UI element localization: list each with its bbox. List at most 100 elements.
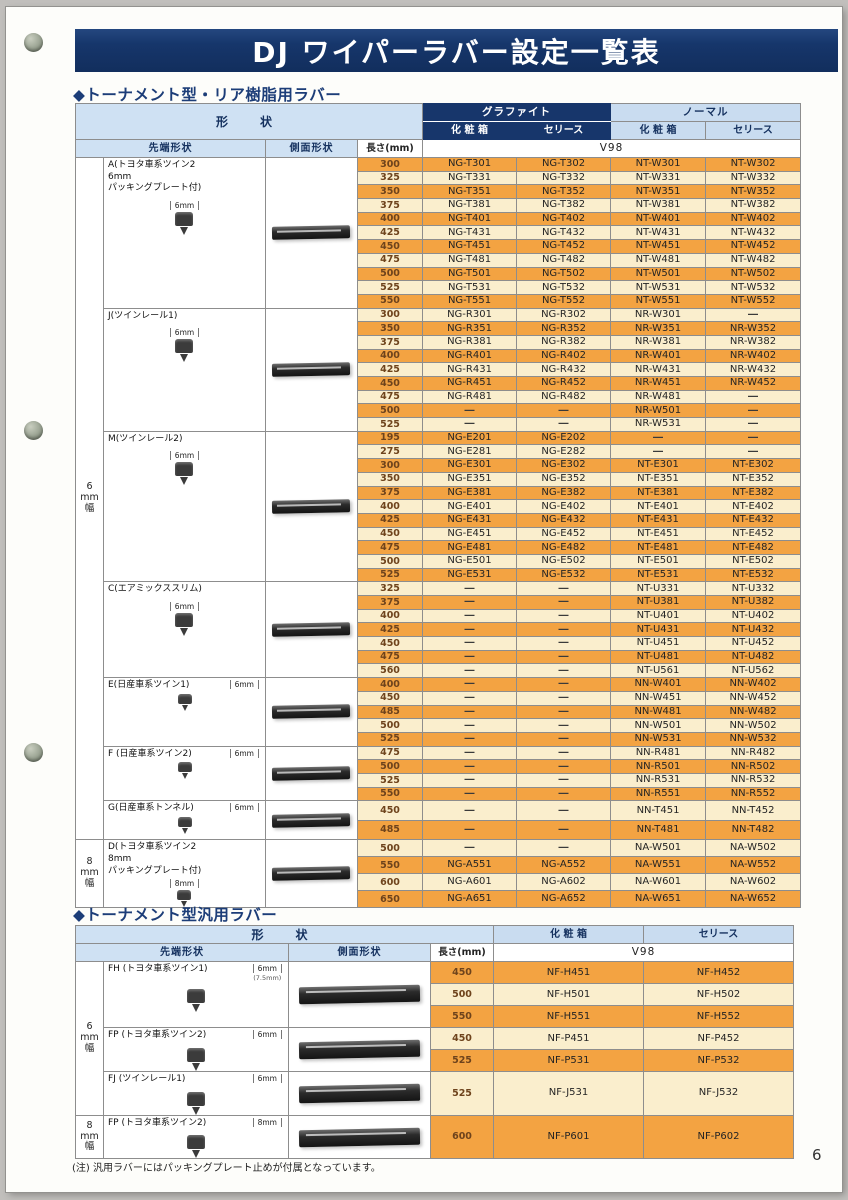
length-cell: 400 xyxy=(356,608,424,624)
part-number-cell: NA-W651 xyxy=(610,890,707,909)
part-number-cell: NG-R351 xyxy=(422,321,518,336)
part-number-cell: NA-W552 xyxy=(705,856,802,875)
part-number-cell: ― xyxy=(422,839,518,858)
length-cell: 525 xyxy=(356,280,424,295)
side-profile-photo xyxy=(298,1127,421,1147)
part-number-cell: NG-T551 xyxy=(422,293,518,309)
part-number-cell: ― xyxy=(705,403,802,419)
length-cell: 195 xyxy=(356,430,424,446)
part-number-cell: ― xyxy=(422,663,518,679)
side-shape-cell xyxy=(265,157,358,309)
table-row: G(日産車系トンネル) 6mm 450 ― ― NN-T451 NN-T452 xyxy=(76,800,802,841)
part-number-cell: NT-W481 xyxy=(610,252,707,268)
part-number-cell: ― xyxy=(516,403,612,419)
part-number-cell: NT-E381 xyxy=(610,485,707,501)
header-graphite: グラファイト xyxy=(422,103,612,122)
length-cell: 425 xyxy=(356,512,424,528)
part-number-cell: NT-U401 xyxy=(610,608,707,624)
part-number-cell: NG-E481 xyxy=(422,540,518,555)
part-number-cell: NT-E301 xyxy=(610,458,707,473)
length-cell: 560 xyxy=(356,663,424,679)
length-cell: 450 xyxy=(356,376,424,391)
tip-shape-cell: FH (トヨタ車系ツイン1) 6mm (7.5mm) xyxy=(103,961,289,1028)
part-number-cell: NT-U482 xyxy=(705,649,802,665)
part-number-cell: NF-H452 xyxy=(643,961,795,984)
length-cell: 525 xyxy=(429,1049,495,1072)
tip-shape-cell: E(日産車系ツイン1) 6mm xyxy=(103,677,266,747)
part-number-cell: NT-W452 xyxy=(705,239,802,254)
side-profile-photo xyxy=(272,225,351,241)
part-number-cell: ― xyxy=(516,595,612,610)
part-number-cell: NR-W402 xyxy=(705,348,802,364)
side-profile-photo xyxy=(298,1083,421,1104)
dimension-label: 6mm xyxy=(229,803,259,814)
part-number-cell: NG-R381 xyxy=(422,334,518,350)
part-number-cell: NG-A652 xyxy=(516,890,612,909)
part-number-cell: NT-U561 xyxy=(610,663,707,679)
part-number-cell: NG-A551 xyxy=(422,856,518,875)
rubber-block-glyph xyxy=(175,613,194,627)
length-cell: 350 xyxy=(356,471,424,487)
part-number-cell: NT-W551 xyxy=(610,293,707,309)
part-number-cell: NN-R551 xyxy=(610,786,707,802)
rubber-pin-glyph xyxy=(192,1106,200,1115)
part-number-cell: ― xyxy=(422,772,518,788)
part-number-cell: NG-T532 xyxy=(516,280,612,295)
part-number-cell: NG-E501 xyxy=(422,553,518,569)
rubber-block-glyph xyxy=(177,890,192,901)
part-number-cell: NT-W302 xyxy=(705,157,802,172)
rubber-pin-glyph xyxy=(192,1004,200,1012)
part-number-cell: NT-E402 xyxy=(705,499,802,514)
length-cell: 300 xyxy=(356,458,424,473)
length-cell: 500 xyxy=(356,718,424,733)
part-number-cell: ― xyxy=(422,677,518,692)
part-number-cell: NG-E401 xyxy=(422,499,518,514)
part-number-cell: NR-W501 xyxy=(610,403,707,419)
part-number-cell: NN-W502 xyxy=(705,718,802,733)
table-row: 400 NG-R401 NG-R402 NR-W401 NR-W402 xyxy=(76,348,802,364)
part-number-cell: NA-W602 xyxy=(705,873,802,892)
part-number-cell: NT-E432 xyxy=(705,512,802,528)
part-number-cell: ― xyxy=(422,800,518,821)
table-row: 550 NG-A551 NG-A552 NA-W551 NA-W552 xyxy=(76,856,802,875)
side-profile-photo xyxy=(272,766,351,781)
length-cell: 475 xyxy=(356,745,424,761)
part-number-cell: ― xyxy=(705,444,802,460)
rubber-block-glyph xyxy=(175,462,194,477)
tip-shape-label: E(日産車系ツイン1) xyxy=(108,680,190,691)
page-title: DJ ワイパーラバー設定一覧表 xyxy=(252,35,661,69)
part-number-cell: NG-R482 xyxy=(516,389,612,405)
part-number-cell: ― xyxy=(516,608,612,624)
part-number-cell: NG-T501 xyxy=(422,266,518,282)
title-banner: DJ ワイパーラバー設定一覧表 xyxy=(75,29,838,72)
table-row: 425 NG-E431 NG-E432 NT-E431 NT-E432 xyxy=(76,512,802,528)
part-number-cell: NG-E202 xyxy=(516,430,612,446)
part-number-cell: NT-U451 xyxy=(610,636,707,651)
part-number-cell: NG-R432 xyxy=(516,362,612,377)
part-number-cell: ― xyxy=(705,430,802,446)
side-profile-photo xyxy=(272,704,351,720)
part-number-cell: NT-W532 xyxy=(705,280,802,295)
header-box: 化 粧 箱 xyxy=(493,925,645,944)
table-row: 550 NF-H551 NF-H552 xyxy=(76,1005,795,1028)
part-number-cell: ― xyxy=(422,595,518,610)
side-profile-photo xyxy=(272,866,351,882)
rubber-block-glyph xyxy=(187,989,205,1003)
part-number-cell: ― xyxy=(705,417,802,432)
part-number-cell: ― xyxy=(516,819,612,841)
part-number-cell: NG-E351 xyxy=(422,471,518,487)
rear-resin-rubber-table: 形 状 グラファイト ノーマル 化 粧 箱 セリース 化 粧 箱 セリース 先端… xyxy=(74,103,802,909)
hole-punch xyxy=(24,743,43,762)
part-number-cell: NT-W431 xyxy=(610,225,707,241)
part-number-cell: NT-E531 xyxy=(610,567,707,583)
side-shape-cell xyxy=(265,745,358,802)
length-cell: 450 xyxy=(356,690,424,706)
part-number-cell: ― xyxy=(516,745,612,761)
table-row: 350 NG-E351 NG-E352 NT-E351 NT-E352 xyxy=(76,471,802,487)
rubber-pin-glyph xyxy=(180,477,189,486)
part-number-cell: NN-R552 xyxy=(705,786,802,802)
side-shape-cell xyxy=(288,1027,431,1072)
part-number-cell: NG-E201 xyxy=(422,430,518,446)
part-number-cell: NG-R301 xyxy=(422,307,518,323)
part-number-cell: NG-T301 xyxy=(422,157,518,172)
